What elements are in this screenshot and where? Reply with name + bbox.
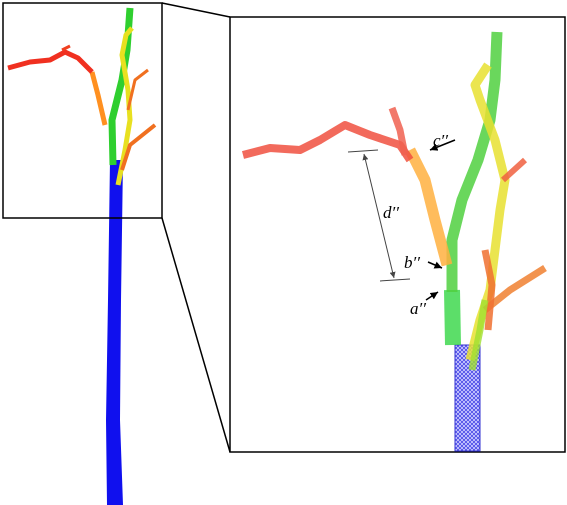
label-d: d′′ xyxy=(383,203,399,222)
inset-box xyxy=(2,2,163,219)
label-c: c′′ xyxy=(433,131,448,150)
dimension xyxy=(347,139,456,301)
zoom-line xyxy=(161,217,231,453)
zoom-line xyxy=(161,2,231,18)
label-a: a′′ xyxy=(410,299,426,318)
label-b: b′′ xyxy=(404,253,420,272)
zoom-box xyxy=(229,16,566,453)
overview-tree xyxy=(7,7,157,505)
zoom-tree xyxy=(241,31,547,452)
